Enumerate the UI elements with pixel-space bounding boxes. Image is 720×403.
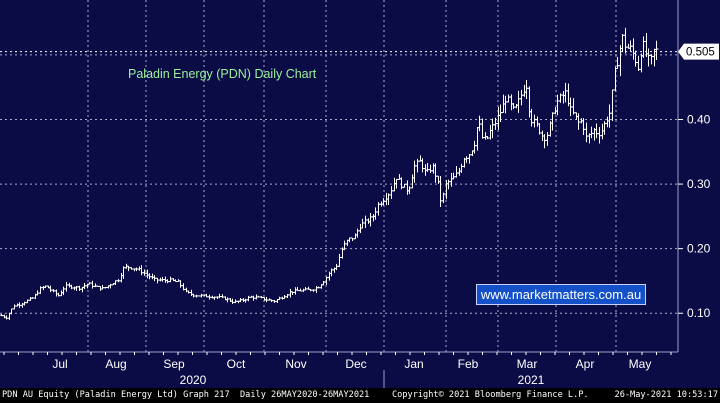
x-tick-label: Apr: [576, 357, 595, 371]
x-tick-label: Mar: [517, 357, 538, 371]
x-tick-label: Feb: [458, 357, 479, 371]
x-gridlines: [87, 0, 617, 352]
y-tick-label: 0.10: [687, 306, 711, 320]
last-price-label: 0.505: [686, 47, 715, 59]
chart-title: Paladin Energy (PDN) Daily Chart: [128, 67, 317, 81]
year-label-2020: 2020: [180, 373, 207, 387]
footer-bar: PDN AU Equity (Paladin Energy Ltd) Graph…: [0, 388, 720, 403]
last-price-tag: [678, 43, 719, 60]
y-axis-ticks: 0.10 0.20 0.30 0.40: [678, 112, 711, 320]
watermark-url: www.marketmatters.com.au: [476, 284, 646, 305]
footer-copyright: Copyright© 2021 Bloomberg Finance L.P.: [392, 390, 589, 400]
last-price-marker: 0.505: [0, 43, 719, 60]
gridlines: [0, 54, 678, 314]
x-axis-ticks: Jul Aug Sep Oct Nov Dec Jan Feb Mar Apr May: [3, 352, 672, 371]
x-tick-label: Jul: [52, 357, 67, 371]
x-tick-label: May: [629, 357, 652, 371]
x-tick-label: Aug: [105, 357, 126, 371]
footer-security-info: PDN AU Equity (Paladin Energy Ltd) Graph…: [2, 390, 370, 400]
y-tick-label: 0.40: [687, 112, 711, 126]
y-tick-label: 0.20: [687, 242, 711, 256]
y-tick-label: 0.30: [687, 177, 711, 191]
x-tick-label: Dec: [345, 357, 366, 371]
price-chart: 0.10 0.20 0.30 0.40 Jul Aug Sep Oct Nov Dec Jan Fe…: [0, 0, 719, 388]
x-tick-label: Jan: [404, 357, 423, 371]
footer-timestamp: 26-May-2021 10:53:17: [614, 390, 718, 400]
x-tick-label: Sep: [163, 357, 185, 371]
year-label-2021: 2021: [518, 373, 545, 387]
x-tick-label: Oct: [227, 357, 246, 371]
ohlc-bars: [0, 27, 659, 320]
x-tick-label: Nov: [285, 357, 306, 371]
